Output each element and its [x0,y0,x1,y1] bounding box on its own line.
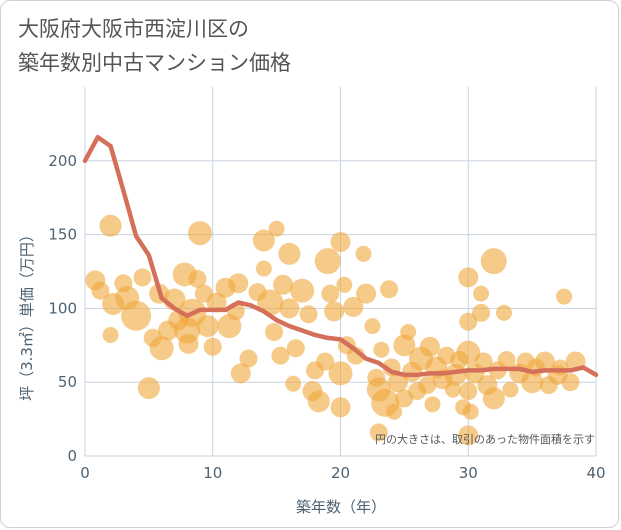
bubble-point [178,333,199,354]
bubble-point [502,381,519,398]
bubble-point [206,292,227,313]
bubble-layer [85,214,586,446]
bubble-point [496,304,513,321]
bubble-point [121,300,152,331]
bubble-point [265,323,284,342]
chart-title-line1: 大阪府大阪市西淀川区の [18,17,249,41]
x-tick-label: 30 [459,464,478,482]
y-tick-label: 100 [48,299,77,317]
bubble-point [99,214,122,237]
bubble-point [316,352,335,371]
bubble-point [387,372,408,393]
bubble-point [273,274,294,295]
bubble-point [328,361,353,386]
bubble-point [356,283,377,304]
bubble-point [91,281,110,300]
bubble-point [336,276,353,293]
bubble-point [386,403,403,420]
average-price-line [82,134,599,378]
bubble-point [271,346,290,365]
bubble-point [133,268,152,287]
bubble-point [364,318,381,335]
chart-title: 大阪府大阪市西淀川区の 築年数別中古マンション価格 [18,12,291,80]
bubble-point [380,280,399,299]
bubble-point [228,273,249,294]
bubble-point [400,324,417,341]
bubble-point [459,312,478,331]
bubble-point [149,336,174,361]
bubble-point [321,284,340,303]
bubble-point [324,301,345,322]
bubble-point [188,269,207,288]
size-note: 円の大きさは、取引のあった物件面積を示す [375,432,595,446]
bubble-point [330,231,351,252]
bubble-point [290,278,315,303]
bubble-point [561,373,580,392]
x-axis-label: 築年数（年） [296,498,386,516]
bubble-point [456,340,481,365]
bubble-point [458,425,479,446]
y-tick-label: 200 [48,152,77,170]
bubble-point [299,305,318,324]
bubble-point [285,375,302,392]
bubble-point [418,376,437,395]
x-tick-label: 0 [80,464,90,482]
bubble-point [521,371,544,394]
bubble-point [459,382,478,401]
y-axis-label: 坪（3.3㎡）単価（万円） [18,227,36,401]
bubble-point [187,221,212,246]
bubble-point [203,337,222,356]
x-tick-label: 20 [331,464,350,482]
trend-line-layer [82,134,599,378]
y-tick-label: 50 [58,373,77,391]
bubble-point [462,403,479,420]
x-tick-label: 10 [203,464,222,482]
bubble-point [424,396,441,413]
chart-title-line2: 築年数別中古マンション価格 [18,51,291,75]
bubble-point [330,397,351,418]
bubble-point [279,298,300,319]
bubble-point [497,351,516,370]
bubble-point [343,296,364,317]
bubble-point [307,390,330,413]
bubble-point [230,363,251,384]
bubble-point [278,242,301,265]
bubble-point [255,260,272,277]
bubble-point [102,326,119,343]
bubble-point [373,341,390,358]
y-tick-label: 150 [48,226,77,244]
bubble-point [556,288,573,305]
bubble-point [355,245,372,262]
bubble-point [472,303,491,322]
bubble-point [314,248,341,275]
bubble-point [268,220,285,237]
y-tick-label: 0 [67,447,77,465]
bubble-point [239,349,258,368]
tick-labels: 0 10 20 30 40 0 50 100 150 200 [48,152,605,482]
bubble-point [286,339,305,358]
bubble-point [458,267,479,288]
bubble-point [196,315,219,338]
bubble-point [137,377,160,400]
x-tick-label: 40 [586,464,605,482]
bubble-point [473,285,490,302]
bubble-point [419,336,440,357]
bubble-point [480,248,507,275]
bubble-point [474,352,493,371]
bubble-point [482,387,505,410]
bubble-point [252,229,275,252]
bubble-point [534,351,555,372]
bubble-point [369,423,388,442]
